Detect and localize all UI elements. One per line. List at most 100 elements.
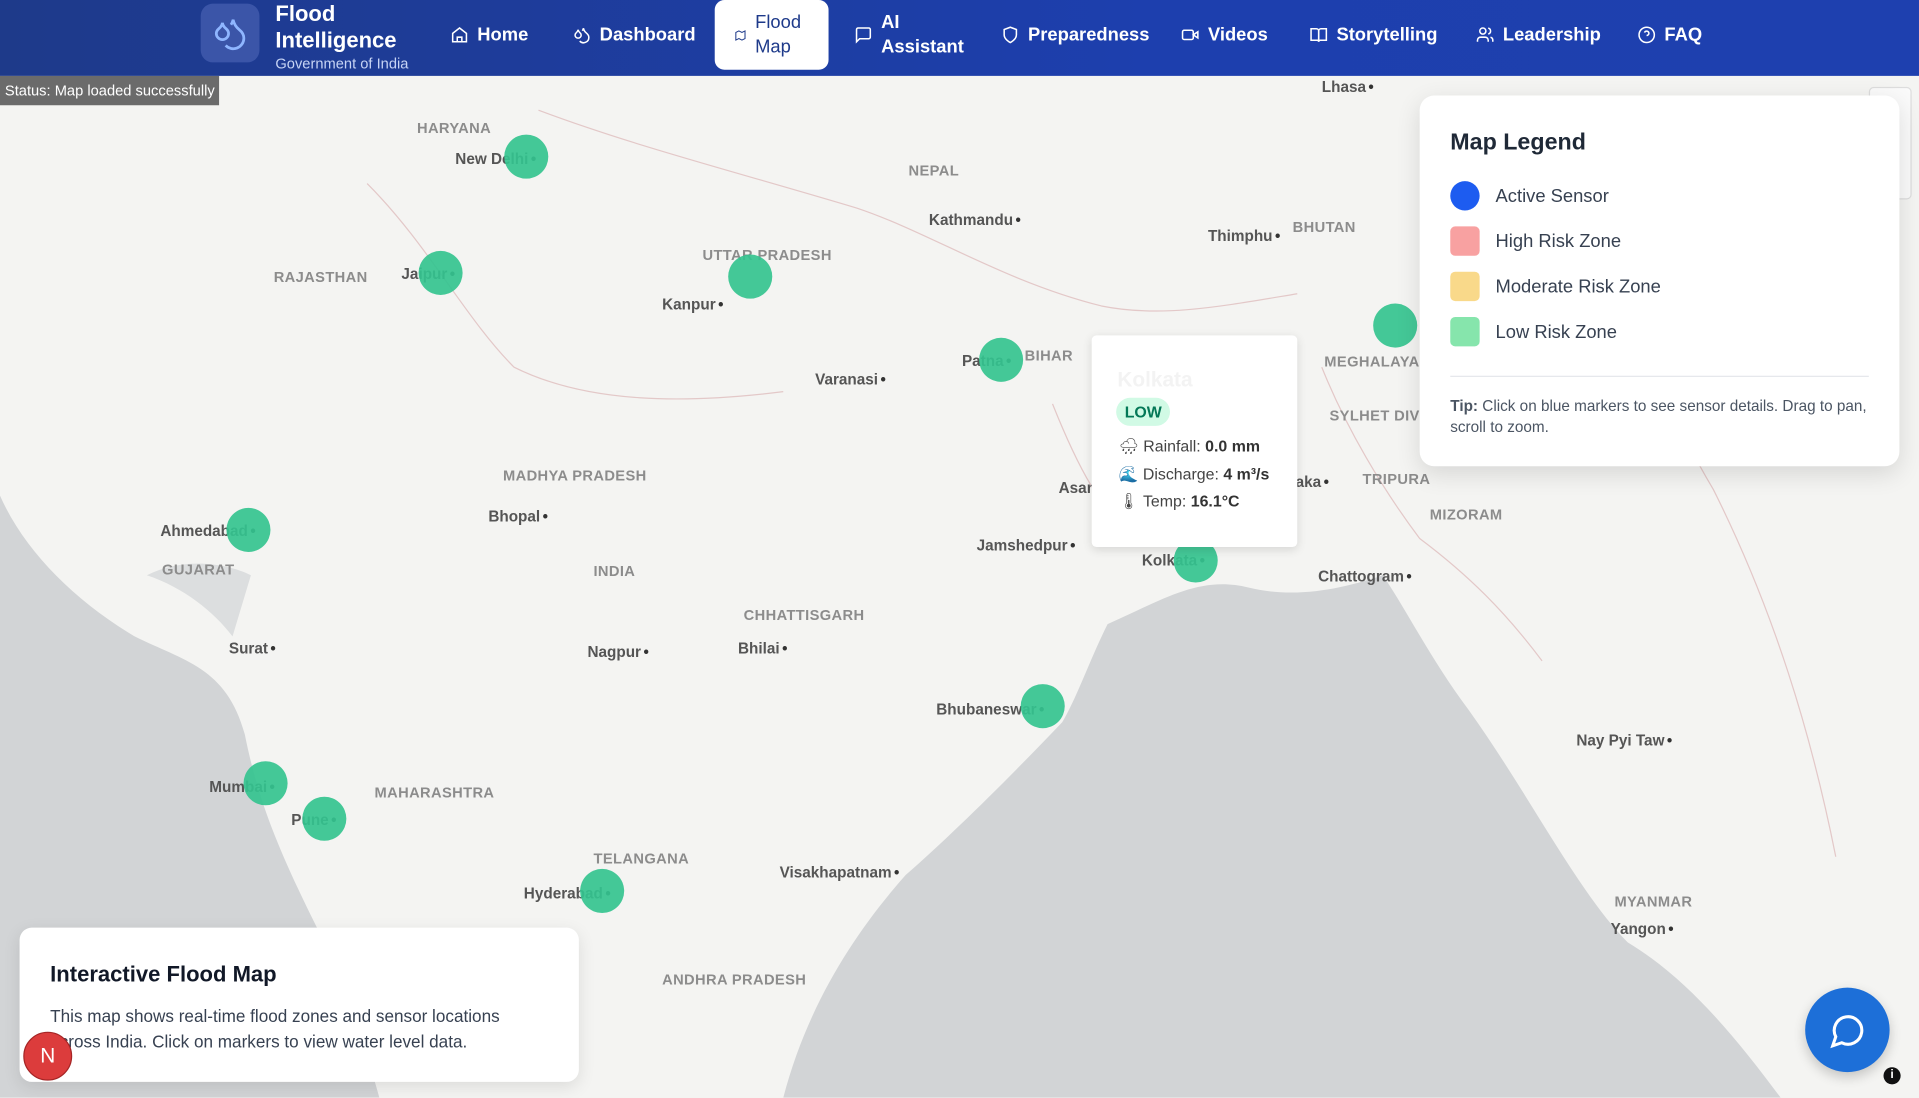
logo[interactable] — [200, 3, 260, 63]
help-icon — [1638, 26, 1656, 44]
city-label: Nagpur — [587, 644, 648, 661]
thermometer-icon: 🌡 — [1118, 491, 1139, 511]
sensor-marker-jaipur[interactable] — [418, 250, 463, 295]
rainfall-value: 0.0 mm — [1205, 436, 1261, 456]
region-label: MAHARASHTRA — [374, 783, 495, 802]
nav-videos[interactable]: Videos — [1181, 0, 1268, 70]
nav-leadership[interactable]: Leadership — [1476, 0, 1601, 70]
nav-preparedness[interactable]: Preparedness — [1001, 0, 1149, 70]
region-label: GUJARAT — [162, 561, 235, 579]
bay-of-bengal — [783, 575, 1781, 1098]
map-icon — [735, 29, 746, 41]
sensor-marker-ahmedabad[interactable] — [226, 507, 271, 552]
region-label: NEPAL — [908, 162, 960, 180]
legend-label: Active Sensor — [1495, 185, 1609, 207]
chat-button[interactable] — [1805, 987, 1890, 1073]
sensor-marker-meghalaya[interactable] — [1373, 303, 1418, 348]
tip-label: Tip: — [1450, 397, 1479, 415]
legend-divider — [1450, 375, 1869, 377]
sensor-marker-hyderabad[interactable] — [580, 868, 625, 913]
discharge-row: 🌊 Discharge: 4 m³/s — [1119, 465, 1270, 485]
city-label: Jamshedpur — [977, 537, 1076, 554]
city-label: Bhopal — [488, 508, 548, 525]
region-label: HARYANA — [416, 119, 492, 137]
region-label: MADHYA PRADESH — [503, 466, 647, 485]
info-text: This map shows real-time flood zones and… — [50, 1006, 500, 1052]
nav-home[interactable]: Home — [450, 0, 528, 70]
map-legend: Map Legend Active Sensor High Risk Zone Mo… — [1419, 95, 1900, 467]
nav-ai-assistant[interactable]: AI Assistant — [854, 0, 964, 70]
avatar[interactable]: N — [23, 1031, 73, 1081]
region-label: TELANGANA — [593, 849, 690, 868]
sensor-marker-kanpur[interactable] — [728, 254, 773, 299]
sensor-marker-bhubaneswar[interactable] — [1020, 684, 1065, 729]
legend-label: High Risk Zone — [1495, 230, 1622, 252]
nav-faq[interactable]: FAQ — [1638, 0, 1703, 70]
legend-title: Map Legend — [1450, 129, 1586, 156]
chat-icon — [1829, 1014, 1863, 1048]
legend-item: Low Risk Zone — [1450, 316, 1617, 347]
city-label: Visakhapatnam — [780, 864, 900, 881]
nav-label: Leadership — [1502, 23, 1601, 45]
nav-label: AI Assistant — [881, 11, 964, 57]
map-status: Status: Map loaded successfully — [0, 75, 220, 106]
region-label: INDIA — [593, 562, 636, 580]
city-label: Thimphu — [1208, 228, 1280, 245]
city-label: Kathmandu — [929, 212, 1021, 229]
legend-swatch — [1450, 226, 1480, 256]
sensor-marker-new-delhi[interactable] — [504, 134, 549, 179]
legend-swatch — [1450, 181, 1480, 211]
city-label: Ahmedabad — [160, 523, 255, 540]
tip-text: Click on blue markers to see sensor deta… — [1450, 397, 1867, 436]
discharge-value: 4 m³/s — [1223, 465, 1270, 484]
sensor-popup: Kolkata LOW 🌧 Rainfall: 0.0 mm 🌊 Dischar… — [1091, 335, 1298, 548]
nav-flood-map[interactable]: Flood Map — [714, 0, 829, 70]
city-label: Kanpur — [662, 296, 723, 313]
nav-dashboard[interactable]: Dashboard — [573, 0, 696, 70]
brand-subtitle: Government of India — [275, 55, 409, 73]
nav-label: Dashboard — [599, 23, 696, 45]
sensor-marker-mumbai[interactable] — [243, 761, 288, 806]
temp-label: Temp: — [1142, 491, 1187, 511]
city-label: Surat — [229, 640, 276, 657]
sensor-marker-pune[interactable] — [302, 796, 347, 841]
popup-title: Kolkata — [1117, 368, 1193, 392]
region-label: MIZORAM — [1429, 506, 1503, 524]
region-label: BHUTAN — [1292, 218, 1356, 236]
users-icon — [1476, 27, 1494, 42]
discharge-label: Discharge: — [1142, 465, 1219, 484]
legend-item: High Risk Zone — [1450, 226, 1622, 256]
home-icon — [451, 27, 468, 43]
nav-label: Flood Map — [755, 11, 802, 57]
temp-row: 🌡 Temp: 16.1°C — [1119, 492, 1240, 512]
legend-swatch — [1450, 271, 1480, 302]
video-icon — [1181, 29, 1199, 41]
sensor-marker-patna[interactable] — [979, 337, 1024, 382]
region-label: CHHATTISGARH — [743, 606, 865, 624]
legend-tip: Tip: Click on blue markers to see sensor… — [1450, 397, 1872, 439]
nav-label: FAQ — [1664, 23, 1703, 45]
city-label: Bhilai — [738, 640, 787, 657]
droplets-icon — [214, 19, 246, 51]
temp-value: 16.1°C — [1190, 491, 1240, 511]
region-label: RAJASTHAN — [273, 268, 368, 286]
message-icon — [855, 27, 872, 44]
region-label: MEGHALAYA — [1324, 353, 1420, 371]
region-label: TRIPURA — [1362, 470, 1431, 488]
region-label: BIHAR — [1024, 346, 1074, 365]
rain-icon: 🌧 — [1118, 436, 1139, 456]
book-icon — [1310, 27, 1328, 42]
info-card: Interactive Flood Map This map shows rea… — [19, 927, 579, 1082]
city-label: Bhubaneswar — [936, 701, 1044, 718]
legend-label: Moderate Risk Zone — [1495, 275, 1661, 297]
risk-badge: LOW — [1116, 397, 1171, 426]
legend-swatch — [1450, 316, 1480, 347]
info-title: Interactive Flood Map — [50, 961, 277, 987]
nav-storytelling[interactable]: Storytelling — [1310, 0, 1437, 70]
attribution-info-icon[interactable]: i — [1883, 1067, 1901, 1085]
legend-item: Moderate Risk Zone — [1450, 271, 1661, 302]
legend-label: Low Risk Zone — [1495, 321, 1617, 343]
region-label: MYANMAR — [1614, 892, 1693, 910]
city-label: Chattogram — [1318, 568, 1412, 585]
top-navigation: Flood Intelligence Government of India H… — [0, 0, 1919, 76]
